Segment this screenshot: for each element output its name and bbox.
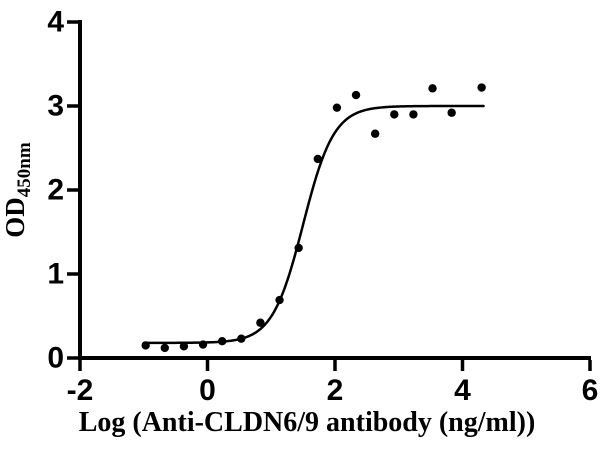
y-tick-label: 4 bbox=[47, 6, 64, 39]
y-axis-title: OD450nm bbox=[0, 142, 35, 238]
y-tick-label: 3 bbox=[47, 90, 64, 123]
x-tick-label: -2 bbox=[67, 374, 94, 407]
data-point bbox=[447, 108, 456, 117]
data-point bbox=[428, 84, 437, 93]
x-tick-label: 4 bbox=[454, 374, 471, 407]
data-point bbox=[294, 243, 303, 253]
data-point bbox=[141, 341, 150, 350]
x-tick-label: 0 bbox=[199, 374, 216, 407]
data-point bbox=[275, 295, 284, 305]
y-tick-label: 0 bbox=[47, 342, 64, 375]
data-point bbox=[390, 110, 399, 119]
x-tick-label: 2 bbox=[327, 374, 344, 407]
x-axis-title: Log (Anti-CLDN6/9 antibody (ng/ml)) bbox=[79, 407, 536, 438]
fit-curve bbox=[144, 104, 485, 345]
data-point bbox=[409, 110, 418, 119]
data-point bbox=[332, 103, 342, 112]
data-point bbox=[256, 318, 265, 327]
y-axis-title-main: OD bbox=[0, 197, 30, 238]
y-axis-title-subscript: 450nm bbox=[14, 142, 35, 197]
y-tick-label: 2 bbox=[47, 174, 64, 207]
data-point bbox=[160, 343, 169, 353]
data-point bbox=[198, 340, 208, 349]
y-tick-label: 1 bbox=[47, 258, 64, 291]
data-point bbox=[313, 154, 322, 164]
data-point bbox=[217, 337, 227, 346]
data-point bbox=[237, 334, 246, 343]
data-point bbox=[351, 90, 361, 100]
data-point bbox=[370, 129, 380, 138]
data-point bbox=[477, 83, 486, 92]
x-tick-label: 6 bbox=[582, 374, 599, 407]
data-point bbox=[179, 342, 189, 351]
